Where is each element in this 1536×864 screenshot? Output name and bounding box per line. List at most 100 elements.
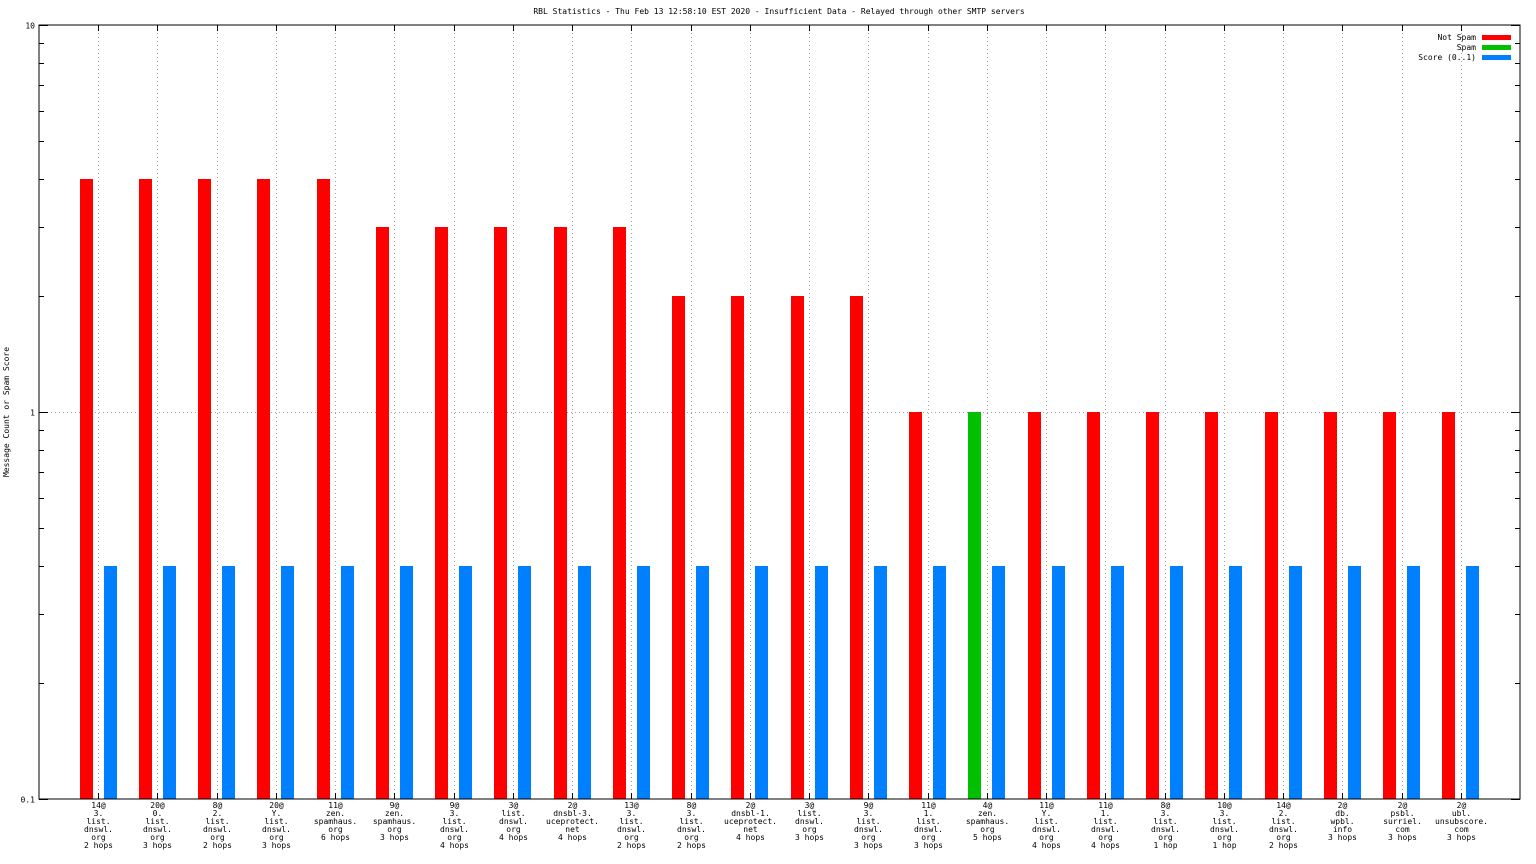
bar-score bbox=[400, 566, 413, 799]
x-tick-label: dnswl. bbox=[84, 825, 113, 834]
bar-not-spam bbox=[139, 179, 152, 799]
x-tick-label: dnswl. bbox=[1210, 825, 1239, 834]
x-tick-label: org bbox=[91, 833, 106, 842]
bar-score bbox=[518, 566, 531, 799]
x-tick-label: Y. bbox=[1042, 809, 1052, 818]
bar-not-spam bbox=[613, 227, 626, 799]
bar-score bbox=[163, 566, 176, 799]
x-tick-label: 14@ bbox=[91, 801, 106, 810]
x-tick-label: list. bbox=[916, 817, 940, 826]
bar-score bbox=[341, 566, 354, 799]
x-tick-label: 3 hops bbox=[1388, 833, 1417, 842]
x-tick-label: db. bbox=[1335, 809, 1349, 818]
x-tick-label: dnswl. bbox=[1032, 825, 1061, 834]
bar-not-spam bbox=[791, 296, 804, 799]
x-tick-label: spamhaus. bbox=[373, 817, 416, 826]
x-tick-label: dnswl. bbox=[795, 817, 824, 826]
bar-not-spam bbox=[909, 412, 922, 799]
bar-not-spam bbox=[1028, 412, 1041, 799]
bar-score bbox=[815, 566, 828, 799]
x-tick-label: zen. bbox=[326, 809, 345, 818]
x-tick-label: 20@ bbox=[269, 801, 284, 810]
x-tick-label: 9@ bbox=[864, 801, 874, 810]
bar-not-spam bbox=[1087, 412, 1100, 799]
x-tick-label: 2 hops bbox=[1269, 841, 1298, 850]
x-tick-label: 13@ bbox=[624, 801, 639, 810]
x-tick-label: 2@ bbox=[1398, 801, 1408, 810]
x-tick-label: 10@ bbox=[1217, 801, 1232, 810]
x-tick-label: 8@ bbox=[687, 801, 697, 810]
bar-score bbox=[578, 566, 591, 799]
x-tick-label: 3. bbox=[450, 809, 460, 818]
x-tick-label: dnswl. bbox=[677, 825, 706, 834]
x-tick-label: dnswl. bbox=[854, 825, 883, 834]
x-tick-label: 4 hops bbox=[499, 833, 528, 842]
x-tick-label: 8@ bbox=[1161, 801, 1171, 810]
x-tick-label: org bbox=[447, 833, 462, 842]
x-tick-label: 3 hops bbox=[854, 841, 883, 850]
bar-not-spam bbox=[198, 179, 211, 799]
legend-swatch-not-spam bbox=[1482, 35, 1511, 40]
bar-score bbox=[1111, 566, 1124, 799]
x-tick-label: 4 hops bbox=[1032, 841, 1061, 850]
x-tick-label: list. bbox=[86, 817, 110, 826]
legend-swatch-spam bbox=[1482, 45, 1511, 50]
bar-not-spam bbox=[80, 179, 93, 799]
x-tick-label: 2@ bbox=[568, 801, 578, 810]
x-tick-label: wpbl. bbox=[1330, 817, 1354, 826]
x-tick-label: 2 hops bbox=[677, 841, 706, 850]
x-tick-label: org bbox=[1098, 833, 1113, 842]
bar-score bbox=[281, 566, 294, 799]
x-tick-label: 3. bbox=[94, 809, 104, 818]
x-tick-label: org bbox=[684, 833, 699, 842]
x-tick-label: list. bbox=[145, 817, 169, 826]
bar-not-spam bbox=[672, 296, 685, 799]
bar-not-spam bbox=[1442, 412, 1455, 799]
x-tick-label: 3 hops bbox=[262, 841, 291, 850]
x-tick-label: 3. bbox=[627, 809, 637, 818]
x-tick-label: 3 hops bbox=[380, 833, 409, 842]
x-tick-label: 0. bbox=[153, 809, 163, 818]
y-tick-label: 10 bbox=[25, 22, 35, 31]
x-tick-label: org bbox=[328, 825, 343, 834]
x-tick-label: org bbox=[1158, 833, 1173, 842]
x-tick-label: 1. bbox=[924, 809, 934, 818]
bar-score bbox=[1407, 566, 1420, 799]
bar-score bbox=[755, 566, 768, 799]
x-tick-label: org bbox=[387, 825, 402, 834]
x-tick-label: 2@ bbox=[1338, 801, 1348, 810]
x-tick-label: 11@ bbox=[921, 801, 936, 810]
x-tick-label: 2. bbox=[1279, 809, 1289, 818]
x-tick-label: 20@ bbox=[150, 801, 165, 810]
x-tick-label: 2 hops bbox=[84, 841, 113, 850]
x-tick-label: 2@ bbox=[1457, 801, 1467, 810]
bar-score bbox=[1348, 566, 1361, 799]
x-tick-label: zen. bbox=[978, 809, 997, 818]
x-tick-label: uceprotect. bbox=[546, 817, 599, 826]
x-tick-label: 3@ bbox=[509, 801, 519, 810]
x-tick-label: 14@ bbox=[1276, 801, 1291, 810]
bar-score bbox=[1229, 566, 1242, 799]
bar-not-spam bbox=[1324, 412, 1337, 799]
bar-not-spam bbox=[1146, 412, 1159, 799]
x-tick-label: dnswl. bbox=[914, 825, 943, 834]
x-tick-label: org bbox=[1217, 833, 1232, 842]
x-tick-label: 3@ bbox=[805, 801, 815, 810]
x-tick-label: 3. bbox=[1161, 809, 1171, 818]
x-tick-label: dnswl. bbox=[143, 825, 172, 834]
bar-score bbox=[1170, 566, 1183, 799]
x-tick-label: 3. bbox=[864, 809, 874, 818]
axis-ticks: 10 1 0.1 bbox=[21, 22, 1520, 805]
bar-not-spam bbox=[376, 227, 389, 799]
bar-not-spam bbox=[1265, 412, 1278, 799]
x-tick-label: 1 hop bbox=[1153, 841, 1177, 850]
x-tick-label: org bbox=[1039, 833, 1054, 842]
legend-label: Spam bbox=[1457, 43, 1476, 52]
x-tick-label: psbl. bbox=[1390, 809, 1414, 818]
x-tick-label: org bbox=[802, 825, 817, 834]
x-tick-label: org bbox=[210, 833, 225, 842]
x-tick-label: 2@ bbox=[746, 801, 756, 810]
chart-title: RBL Statistics - Thu Feb 13 12:58:10 EST… bbox=[533, 7, 1024, 16]
x-tick-label: 2. bbox=[213, 809, 223, 818]
bar-score bbox=[933, 566, 946, 799]
